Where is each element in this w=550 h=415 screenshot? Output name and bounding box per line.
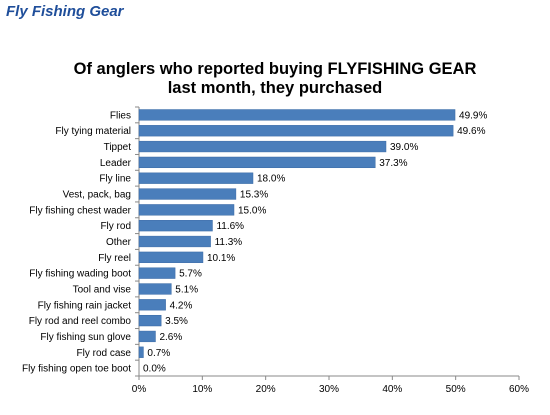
bar <box>138 204 235 216</box>
category-label: Fly fishing chest wader <box>29 205 131 216</box>
value-label: 39.0% <box>390 142 418 153</box>
category-label: Fly rod case <box>77 348 132 359</box>
bar <box>138 172 254 184</box>
value-label: 49.6% <box>457 126 485 137</box>
category-label: Other <box>106 237 132 248</box>
category-label: Tool and vise <box>73 284 132 295</box>
x-tick-label: 50% <box>446 384 466 395</box>
value-label: 37.3% <box>379 158 407 169</box>
category-label: Flies <box>110 110 131 121</box>
category-label: Fly fishing rain jacket <box>38 300 132 311</box>
category-label: Fly rod <box>100 221 131 232</box>
bar <box>138 314 162 327</box>
x-tick-label: 20% <box>256 384 276 395</box>
bar <box>138 267 176 279</box>
x-tick-label: 60% <box>509 384 529 395</box>
bar <box>138 220 213 232</box>
bar <box>138 125 454 137</box>
category-label: Fly reel <box>98 253 131 264</box>
bar <box>138 140 387 153</box>
category-label: Fly rod and reel combo <box>29 316 132 327</box>
x-tick-label: 30% <box>319 384 339 395</box>
value-label: 10.1% <box>207 253 235 264</box>
category-label: Fly fishing sun glove <box>40 332 131 343</box>
category-label: Fly fishing wading boot <box>29 269 131 280</box>
category-label: Tippet <box>104 142 132 153</box>
x-tick-label: 0% <box>132 384 147 395</box>
category-label: Fly line <box>99 174 131 185</box>
bar <box>138 346 144 358</box>
value-label: 5.7% <box>179 269 202 280</box>
value-label: 11.3% <box>215 237 243 248</box>
value-label: 15.0% <box>238 205 266 216</box>
bar <box>138 299 166 311</box>
value-label: 18.0% <box>257 174 285 185</box>
x-tick-label: 10% <box>192 384 212 395</box>
category-label: Vest, pack, bag <box>63 190 131 201</box>
value-label: 11.6% <box>216 221 244 232</box>
bar <box>138 330 156 343</box>
value-label: 49.9% <box>459 110 487 121</box>
value-label: 15.3% <box>240 190 268 201</box>
x-tick-label: 40% <box>382 384 402 395</box>
value-label: 3.5% <box>165 316 188 327</box>
bar <box>138 251 204 263</box>
page-header-title: Fly Fishing Gear <box>6 3 124 20</box>
bar <box>138 156 376 169</box>
chart-title-line-2: last month, they purchased <box>167 79 383 97</box>
bar <box>138 235 211 248</box>
bar <box>138 109 456 121</box>
value-label: 4.2% <box>170 300 193 311</box>
value-label: 0.7% <box>147 348 170 359</box>
category-label: Fly fishing open toe boot <box>22 364 131 375</box>
chart-title: Of anglers who reported buying FLYFISHIN… <box>0 60 550 98</box>
value-label: 2.6% <box>159 332 182 343</box>
category-label: Fly tying material <box>55 126 131 137</box>
value-label: 5.1% <box>175 284 198 295</box>
bar <box>138 283 172 295</box>
chart-title-line-1: Of anglers who reported buying FLYFISHIN… <box>73 60 477 78</box>
value-label: 0.0% <box>143 364 166 375</box>
category-label: Leader <box>100 158 132 169</box>
bar <box>138 188 237 200</box>
